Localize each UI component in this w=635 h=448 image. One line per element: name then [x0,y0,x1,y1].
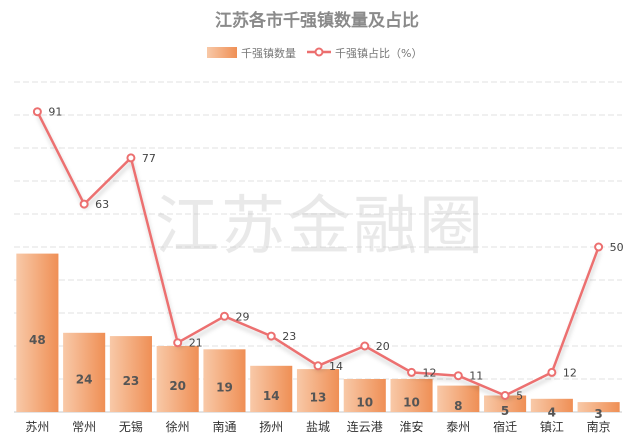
line-point-10 [500,391,510,400]
line-label-2: 77 [142,152,156,165]
bar-label-6: 13 [310,391,327,405]
legend: 千强镇数量 千强镇占比（%） [207,46,422,60]
bar-10 [484,395,527,412]
line-point-0 [32,107,42,117]
line-label-12: 50 [610,241,624,254]
category-label-9: 泰州 [446,420,470,434]
category-label-1: 常州 [72,420,96,434]
chart-title: 江苏各市千强镇数量及占比 [215,10,419,31]
bar-0 [16,253,59,412]
bar-2 [109,336,152,412]
category-label-11: 镇江 [540,420,564,434]
bar-5 [250,365,293,412]
bar-label-1: 24 [76,372,93,386]
line-point-4 [219,311,229,321]
legend-bar-label: 千强镇数量 [241,46,296,60]
bar-label-3: 20 [169,379,186,393]
line-label-8: 12 [423,366,437,379]
category-label-12: 南京 [587,419,611,434]
category-label-4: 南通 [212,419,236,434]
bar-series [16,253,620,412]
line-point-9 [453,371,463,381]
category-label-0: 苏州 [25,420,49,434]
bar-label-5: 14 [263,389,280,403]
line-point-5 [266,331,276,341]
bar-value-labels: 48 24 23 20 19 14 13 10 10 8 5 4 3 [29,333,603,421]
line-point-3 [173,338,183,348]
line-label-7: 20 [376,340,390,353]
line-label-1: 63 [95,198,109,211]
line-point-7 [360,341,370,351]
line-label-9: 11 [469,370,483,383]
line-label-6: 14 [329,360,343,373]
line-point-6 [313,361,323,371]
bar-3 [156,346,199,412]
category-label-8: 淮安 [400,419,424,434]
legend-bar-swatch [207,47,237,58]
category-label-5: 扬州 [259,419,283,434]
bar-label-0: 48 [29,333,46,347]
line-label-10: 5 [516,390,523,403]
bar-label-9: 8 [454,399,462,413]
category-label-7: 连云港 [347,419,383,434]
line-label-11: 12 [563,366,577,379]
bar-label-2: 23 [123,374,140,388]
bar-8 [390,379,433,412]
bar-label-4: 19 [216,381,233,395]
category-label-6: 盐城 [306,420,330,434]
bar-label-10: 5 [501,404,509,418]
line-point-11 [547,367,557,377]
line-label-3: 21 [189,337,203,350]
bar-12 [577,402,620,412]
legend-line-label: 千强镇占比（%） [335,46,422,60]
line-label-5: 23 [282,330,296,343]
bar-9 [437,385,480,412]
category-label-3: 徐州 [166,419,190,434]
bar-label-7: 10 [356,396,373,410]
bar-6 [296,369,340,412]
watermark-text: 江苏金融圈 [155,190,485,264]
category-label-10: 宿迁 [493,419,517,434]
line-point-12 [594,242,604,252]
line-value-labels: 91 63 77 21 29 23 14 20 12 11 5 12 50 [48,106,623,403]
line-series [32,107,604,400]
bar-7 [343,379,386,412]
line-point-1 [79,199,89,209]
line-point-8 [407,367,417,377]
category-label-2: 无锡 [119,419,143,434]
bar-label-8: 10 [403,396,420,410]
line-label-4: 29 [235,310,249,323]
category-labels: 苏州 常州 无锡 徐州 南通 扬州 盐城 连云港 淮安 泰州 宿迁 镇江 南京 [25,419,610,434]
bar-1 [63,332,106,412]
line-label-0: 91 [48,106,62,119]
legend-line-marker [314,47,324,57]
bar-label-11: 4 [548,405,556,419]
line-point-2 [126,153,136,163]
bar-label-12: 3 [594,407,602,421]
bar-4 [203,349,246,412]
bar-11 [530,398,573,412]
